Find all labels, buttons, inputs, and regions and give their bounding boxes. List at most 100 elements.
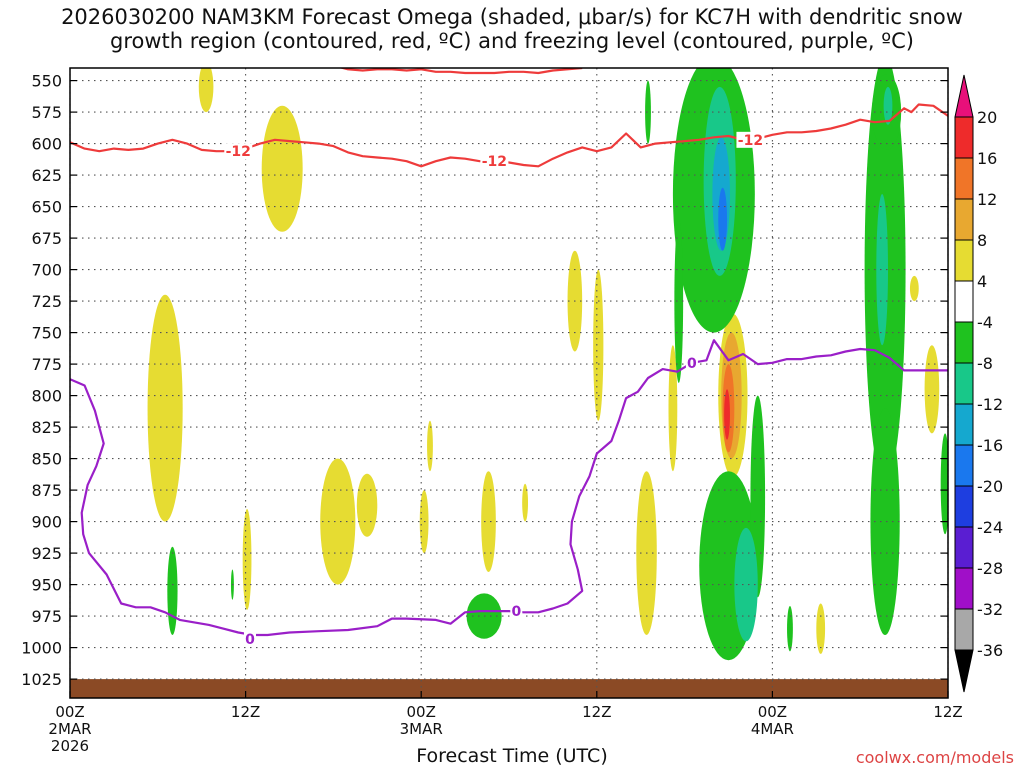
colorbar-top-arrow: [954, 74, 974, 118]
omega-region-17: [909, 275, 919, 302]
y-tick-label-1025: 1025: [21, 670, 62, 689]
grid-layer: [69, 68, 949, 698]
contour-0: [70, 103, 948, 168]
y-tick-label-600: 600: [31, 135, 62, 154]
chart-title-line2: growth region (contoured, red, ºC) and f…: [110, 29, 914, 53]
colorbar-label-13: -36: [977, 641, 1003, 660]
omega-region-22: [645, 80, 651, 144]
contour-label-bg-0-0: [224, 143, 253, 160]
credit-link[interactable]: coolwx.com/models: [855, 748, 1014, 767]
x-tick-label-12: 12Z: [231, 703, 260, 721]
y-tick-label-550: 550: [31, 72, 62, 91]
contour-label-2-0: 0: [245, 632, 255, 648]
y-tick-label-800: 800: [31, 387, 62, 406]
contour-label-bg-2-2: [685, 354, 698, 371]
y-tick-label-850: 850: [31, 450, 62, 469]
contour-layer: -12 -12 -12 0 0 0: [70, 68, 948, 648]
colorbar-label-8: -16: [977, 436, 1003, 455]
colorbar-label-7: -12: [977, 395, 1003, 414]
y-tick-label-675: 675: [31, 229, 62, 248]
omega-region-15: [816, 603, 826, 654]
x-tick-label-36: 12Z: [582, 703, 611, 721]
contour-label-2-1: 0: [511, 604, 521, 620]
colorbar-label-10: -24: [977, 518, 1003, 537]
y-tick-label-925: 925: [31, 544, 62, 563]
contour-label-0-2: -12: [738, 133, 763, 149]
colorbar-bin-1: [954, 116, 974, 159]
x-tick-year-0: 2026: [51, 737, 89, 755]
contour-label-bg-2-0: [243, 630, 256, 647]
x-axis-label: Forecast Time (UTC): [416, 745, 608, 767]
omega-region-4: [320, 458, 356, 585]
omega-region-35: [734, 527, 758, 642]
omega-region-16: [924, 345, 940, 434]
surface-fill: [70, 679, 948, 698]
omega-region-9: [522, 483, 529, 522]
omega-region-3: [242, 509, 252, 610]
colorbar-bin-12: [954, 567, 974, 610]
colorbar-label-9: -20: [977, 477, 1003, 496]
y-tick-label-975: 975: [31, 607, 62, 626]
y-tick-label-875: 875: [31, 481, 62, 500]
colorbar-label-2: 12: [977, 190, 997, 209]
omega-region-20: [724, 389, 730, 440]
omega-region-8: [481, 471, 496, 572]
omega-region-1: [198, 68, 214, 113]
y-tick-label-775: 775: [31, 355, 62, 374]
y-tick-label-575: 575: [31, 103, 62, 122]
y-tick-label-825: 825: [31, 418, 62, 437]
omega-region-30: [167, 546, 178, 636]
x-tick-label-24: 00Z: [407, 703, 436, 721]
omega-region-5: [356, 473, 378, 537]
colorbar-label-12: -32: [977, 600, 1003, 619]
y-tick-label-625: 625: [31, 166, 62, 185]
colorbar-bin-10: [954, 485, 974, 528]
colorbar-bin-2: [954, 157, 974, 200]
omega-region-23: [674, 219, 684, 383]
colorbar-bin-3: [954, 198, 974, 241]
omega-region-13: [668, 345, 678, 472]
colorbar-label-11: -28: [977, 559, 1003, 578]
x-tick-date-24: 3MAR: [400, 720, 443, 738]
contour-label-0-1: -12: [482, 154, 507, 170]
colorbar-bin-11: [954, 526, 974, 569]
omega-region-2: [147, 294, 183, 522]
contour-1: [338, 68, 583, 75]
colorbar-bin-4: [954, 239, 974, 282]
omega-region-31: [787, 606, 793, 652]
colorbar-bin-9: [954, 444, 974, 487]
omega-region-27: [870, 408, 900, 635]
contour-label-bg-0-1: [480, 153, 509, 170]
y-tick-label-900: 900: [31, 513, 62, 532]
contour-label-2-2: 0: [687, 356, 697, 372]
omega-region-7: [427, 420, 433, 472]
plot-frame: [69, 67, 949, 699]
y-tick-label-725: 725: [31, 292, 62, 311]
colorbar-label-5: -4: [977, 313, 993, 332]
colorbar-label-1: 16: [977, 149, 997, 168]
x-tick-label-48: 00Z: [758, 703, 787, 721]
colorbar-bin-8: [954, 403, 974, 446]
omega-region-0: [261, 105, 303, 232]
omega-region-11: [593, 269, 604, 421]
y-tick-label-750: 750: [31, 324, 62, 343]
colorbar: 20 16 12 8 4 -4 -8 -12 -16 -20 -24 -28 -32 -36: [954, 74, 1003, 693]
contour-2: [70, 339, 948, 637]
colorbar-bin-5: [954, 280, 974, 323]
y-tick-label-1000: 1000: [21, 639, 62, 658]
chart-title-line1: 2026030200 NAM3KM Forecast Omega (shaded…: [61, 5, 963, 29]
x-tick-label-0: 00Z: [55, 703, 84, 721]
colorbar-label-6: -8: [977, 354, 993, 373]
omega-region-37: [876, 194, 889, 346]
contour-label-bg-2-1: [510, 603, 523, 620]
colorbar-bin-6: [954, 321, 974, 364]
y-tick-label-700: 700: [31, 261, 62, 280]
colorbar-label-0: 20: [977, 108, 997, 127]
y-tick-label-950: 950: [31, 576, 62, 595]
x-tick-label-60: 12Z: [933, 703, 962, 721]
colorbar-bin-7: [954, 362, 974, 405]
contour-label-0-0: -12: [226, 144, 251, 160]
colorbar-bottom-arrow: [954, 649, 974, 693]
x-tick-date-48: 4MAR: [751, 720, 794, 738]
